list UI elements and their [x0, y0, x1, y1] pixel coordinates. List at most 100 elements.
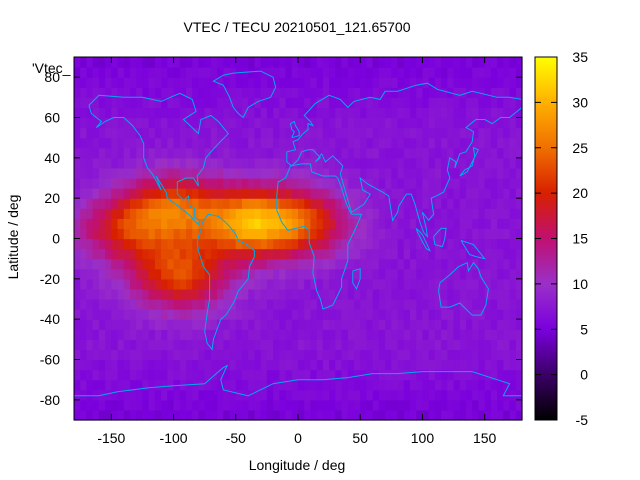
- heatmap-cell: [316, 218, 324, 230]
- heatmap-cell: [304, 379, 312, 391]
- heatmap-cell: [198, 238, 206, 250]
- heatmap-cell: [416, 258, 424, 270]
- heatmap-cell: [223, 409, 231, 421]
- heatmap-cell: [434, 389, 442, 401]
- heatmap-cell: [74, 218, 81, 230]
- heatmap-cell: [235, 147, 243, 159]
- heatmap-cell: [497, 349, 504, 361]
- x-tick-label: 150: [473, 430, 497, 446]
- coastline-sumatra: [415, 228, 431, 252]
- heatmap-cell: [167, 339, 175, 351]
- heatmap-cell: [80, 349, 88, 361]
- heatmap-cell: [285, 188, 293, 199]
- heatmap-cell: [298, 57, 305, 68]
- heatmap-cell: [322, 359, 330, 371]
- heatmap-cell: [105, 137, 112, 149]
- heatmap-cell: [366, 178, 374, 189]
- heatmap-cell: [385, 137, 392, 149]
- heatmap-cell: [490, 319, 498, 330]
- heatmap-cell: [117, 319, 125, 330]
- heatmap-cell: [416, 218, 424, 230]
- heatmap-cell: [329, 57, 336, 68]
- heatmap-cell: [198, 349, 206, 361]
- heatmap-cell: [254, 359, 262, 371]
- heatmap-cell: [322, 238, 330, 250]
- heatmap-cell: [210, 77, 218, 88]
- colorbar-tick-label: 20: [572, 185, 588, 201]
- heatmap-cell: [354, 228, 361, 240]
- heatmap-cell: [148, 198, 156, 209]
- heatmap-cell: [347, 77, 355, 88]
- heatmap-cell: [304, 167, 312, 179]
- heatmap-cell: [447, 288, 455, 300]
- heatmap-cell: [490, 258, 498, 270]
- heatmap-cell: [466, 399, 473, 411]
- heatmap-cell: [242, 97, 249, 109]
- heatmap-cell: [248, 188, 256, 199]
- heatmap-cell: [74, 268, 81, 280]
- heatmap-cell: [86, 97, 94, 109]
- heatmap-cell: [466, 238, 473, 250]
- heatmap-cell: [304, 339, 312, 351]
- heatmap-cell: [515, 208, 523, 219]
- heatmap-cell: [515, 278, 523, 290]
- heatmap-cell: [130, 107, 137, 119]
- heatmap-cell: [273, 329, 280, 340]
- heatmap-cell: [161, 137, 168, 149]
- heatmap-cell: [403, 57, 411, 68]
- heatmap-cell: [210, 258, 218, 270]
- heatmap-cell: [403, 339, 411, 351]
- heatmap-cell: [92, 208, 100, 219]
- heatmap-cell: [154, 319, 162, 330]
- heatmap-cell: [192, 278, 200, 290]
- heatmap-cell: [117, 268, 125, 280]
- heatmap-cell: [254, 77, 262, 88]
- heatmap-cell: [186, 288, 193, 300]
- heatmap-cell: [447, 167, 455, 179]
- heatmap-cell: [459, 167, 467, 179]
- heatmap-cell: [410, 117, 417, 129]
- heatmap-cell: [335, 329, 343, 340]
- heatmap-cell: [74, 147, 81, 159]
- heatmap-cell: [422, 178, 430, 189]
- heatmap-cell: [478, 157, 486, 169]
- heatmap-cell: [204, 369, 212, 381]
- heatmap-cell: [372, 349, 380, 361]
- heatmap-cell: [478, 389, 486, 401]
- heatmap-cell: [223, 107, 231, 119]
- heatmap-cell: [515, 349, 523, 361]
- heatmap-cell: [416, 339, 424, 351]
- heatmap-cell: [341, 208, 349, 219]
- heatmap-cell: [316, 389, 324, 401]
- heatmap-cell: [447, 299, 455, 310]
- heatmap-cell: [123, 228, 131, 240]
- heatmap-cell: [210, 208, 218, 219]
- heatmap-cell: [453, 208, 461, 219]
- heatmap-cell: [509, 248, 517, 260]
- heatmap-cell: [179, 309, 187, 320]
- heatmap-cell: [490, 77, 498, 88]
- heatmap-cell: [161, 329, 168, 340]
- heatmap-cell: [453, 77, 461, 88]
- heatmap-cell: [242, 77, 249, 88]
- heatmap-cell: [217, 77, 224, 88]
- heatmap-cell: [229, 359, 237, 371]
- heatmap-cell: [111, 409, 119, 421]
- heatmap-cell: [434, 278, 442, 290]
- heatmap-cell: [291, 218, 299, 230]
- heatmap-cell: [472, 77, 480, 88]
- heatmap-cell: [248, 278, 256, 290]
- heatmap-cell: [366, 319, 374, 330]
- heatmap-cell: [291, 379, 299, 391]
- heatmap-cell: [98, 369, 106, 381]
- heatmap-cell: [441, 87, 448, 98]
- heatmap-cell: [509, 319, 517, 330]
- heatmap-cell: [173, 299, 181, 310]
- heatmap-cell: [179, 389, 187, 401]
- heatmap-cell: [204, 329, 212, 340]
- heatmap-cell: [279, 87, 287, 98]
- heatmap-cell: [478, 329, 486, 340]
- heatmap-cell: [167, 329, 175, 340]
- heatmap-cell: [378, 369, 386, 381]
- heatmap-cell: [217, 157, 224, 169]
